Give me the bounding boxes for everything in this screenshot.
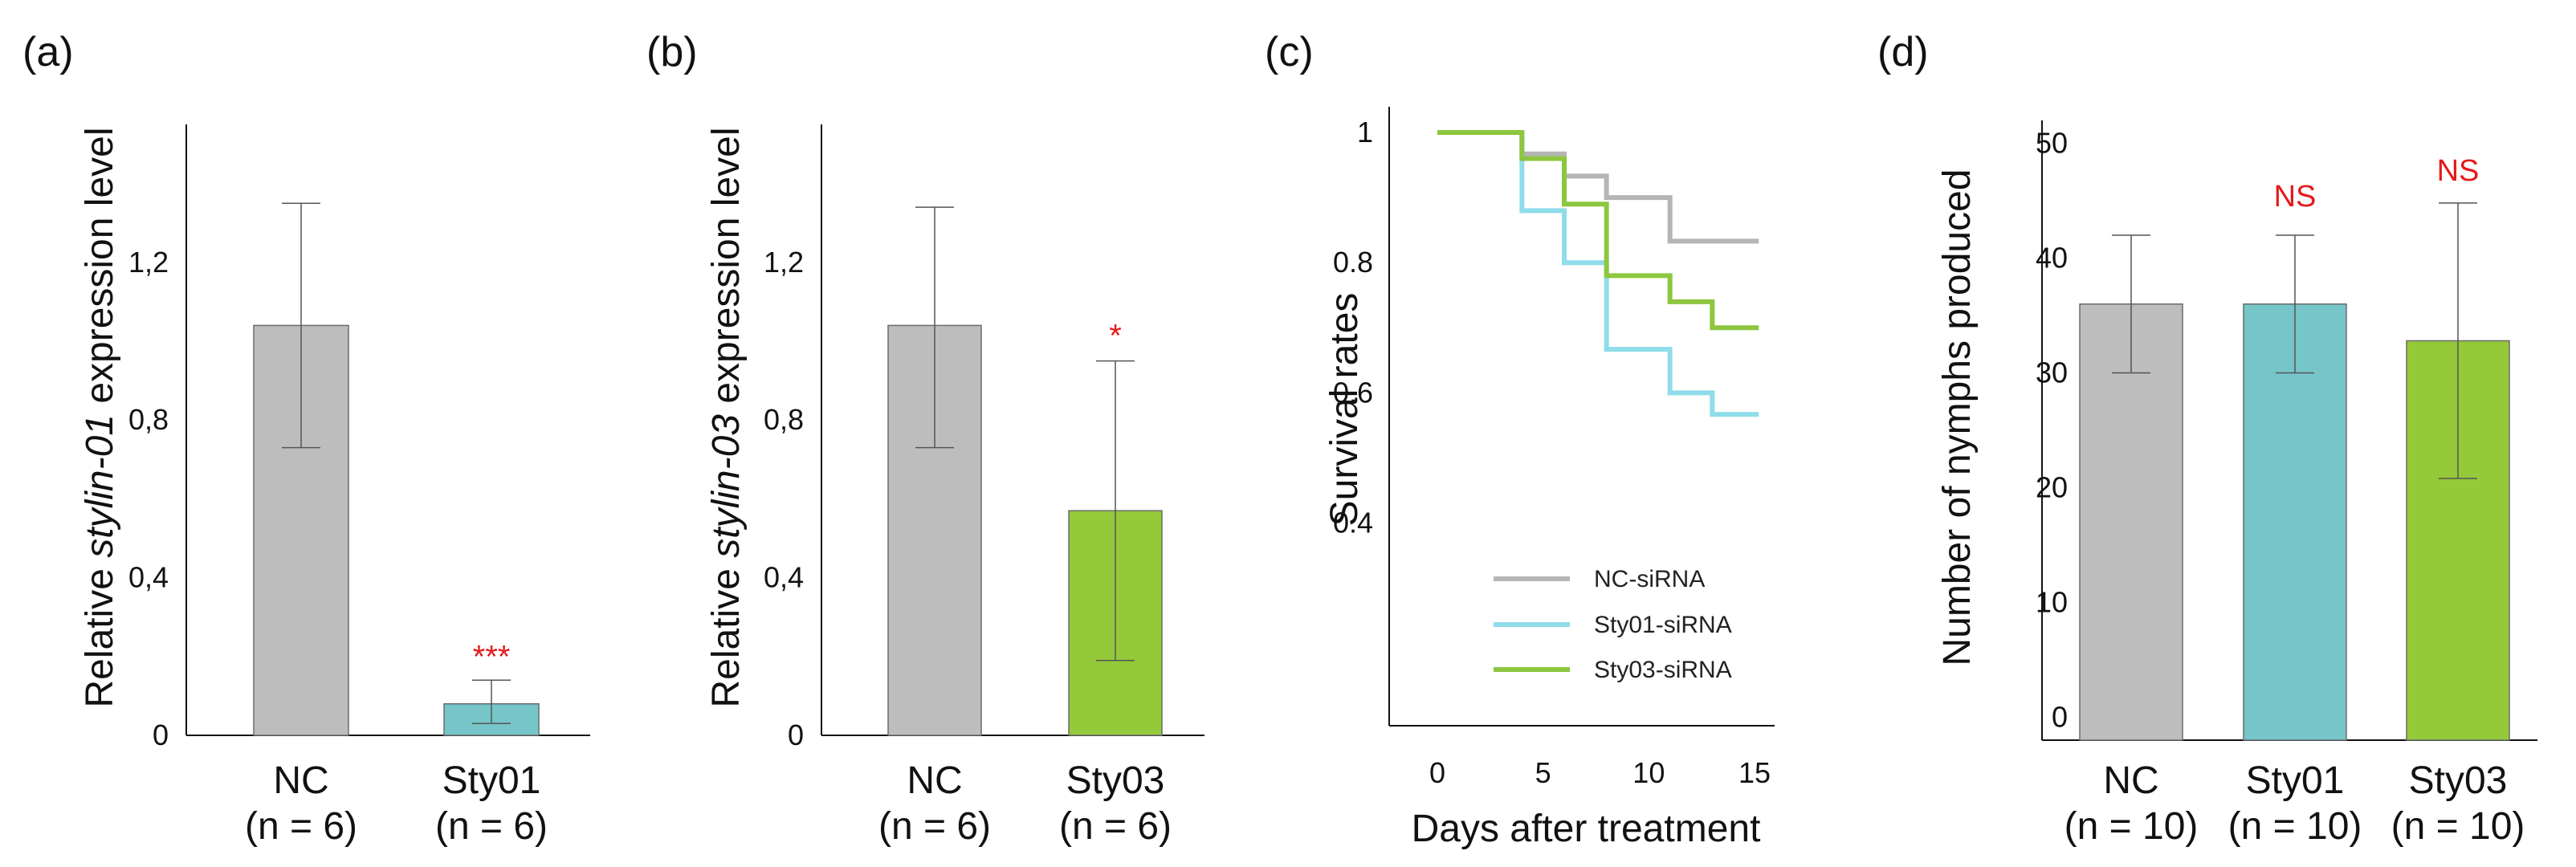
y-tick-label: 0,8 [764,403,804,436]
legend-label: NC-siRNA [1594,566,1705,592]
significance-label: NS [2274,180,2317,214]
panel-letter-b: (b) [646,29,698,75]
category-label: NC [2103,759,2158,802]
y-tick-label: 0,8 [128,403,169,436]
legend-label: Sty01-siRNA [1594,612,1732,638]
y-tick-label: 0,4 [764,561,804,594]
y-tick-label: 0.4 [1333,507,1373,539]
y-tick-label: 0 [153,718,169,751]
panel-d: (d) Number of nymphs produced 0 10 20 30 40 5… [1877,29,2537,848]
significance-label: * [1109,319,1122,354]
y-tick-label: 10 [2036,585,2068,618]
y-tick-label: 20 [2036,470,2068,503]
survival-line-sty01-sirna [1437,130,1759,417]
sample-size-label: (n = 10) [2228,805,2362,848]
bar-sty01 [2243,303,2347,741]
significance-label: *** [473,639,511,674]
category-label: Sty01 [442,759,541,802]
x-tick-label: 15 [1738,756,1771,789]
bar-nc [2079,303,2183,741]
y-tick-label: 30 [2036,356,2068,389]
bar-nc [887,324,982,736]
category-label: Sty03 [1066,759,1165,802]
panel-c: (c) Survival rates 0 5 10 15 0.4 0.6 0.8 1 NC-s… [1265,29,1775,850]
category-label: Sty03 [2409,759,2508,802]
y-tick-label: 0.8 [1333,246,1373,279]
sample-size-label: (n = 6) [245,805,357,848]
panel-letter-c: (c) [1265,29,1314,75]
panel-b: (b) Relative stylin-03 expression level … [646,29,1204,848]
y-tick-label: 0 [2052,700,2068,733]
panel-letter-a: (a) [22,29,74,75]
survival-line-nc-sirna [1437,130,1759,244]
y-tick-label: 1,2 [764,246,804,279]
ylabel-d: Number of nymphs produced [1936,169,1979,666]
y-tick-label: 40 [2036,242,2068,275]
ylabel-b: Relative stylin-03 expression level [705,128,748,708]
category-label: NC [273,759,328,802]
sample-size-label: (n = 10) [2064,805,2199,848]
ylabel-c: Survival rates [1323,293,1366,527]
y-tick-label: 0.6 [1333,376,1373,409]
y-tick-label: 1,2 [128,246,169,279]
sample-size-label: (n = 10) [2391,805,2525,848]
x-tick-label: 5 [1535,756,1551,789]
y-tick-label: 0 [788,718,804,751]
survival-line-sty03-sirna [1437,130,1759,331]
sample-size-label: (n = 6) [878,805,991,848]
x-tick-label: 10 [1632,756,1665,789]
y-tick-label: 50 [2036,127,2068,160]
ylabel-a: Relative stylin-01 expression level [79,128,121,708]
xlabel-c: Days after treatment [1412,808,1761,850]
panel-a: (a) Relative stylin-01 expression level … [22,29,590,848]
category-label: Sty01 [2246,759,2345,802]
sample-size-label: (n = 6) [1059,805,1172,848]
y-tick-label: 1 [1357,116,1373,149]
panel-letter-d: (d) [1877,29,1929,75]
x-tick-label: 0 [1429,756,1445,789]
category-label: NC [907,759,962,802]
y-tick-label: 0,4 [128,561,169,594]
significance-label: NS [2437,154,2480,188]
sample-size-label: (n = 6) [435,805,548,848]
legend-label: Sty03-siRNA [1594,657,1732,683]
